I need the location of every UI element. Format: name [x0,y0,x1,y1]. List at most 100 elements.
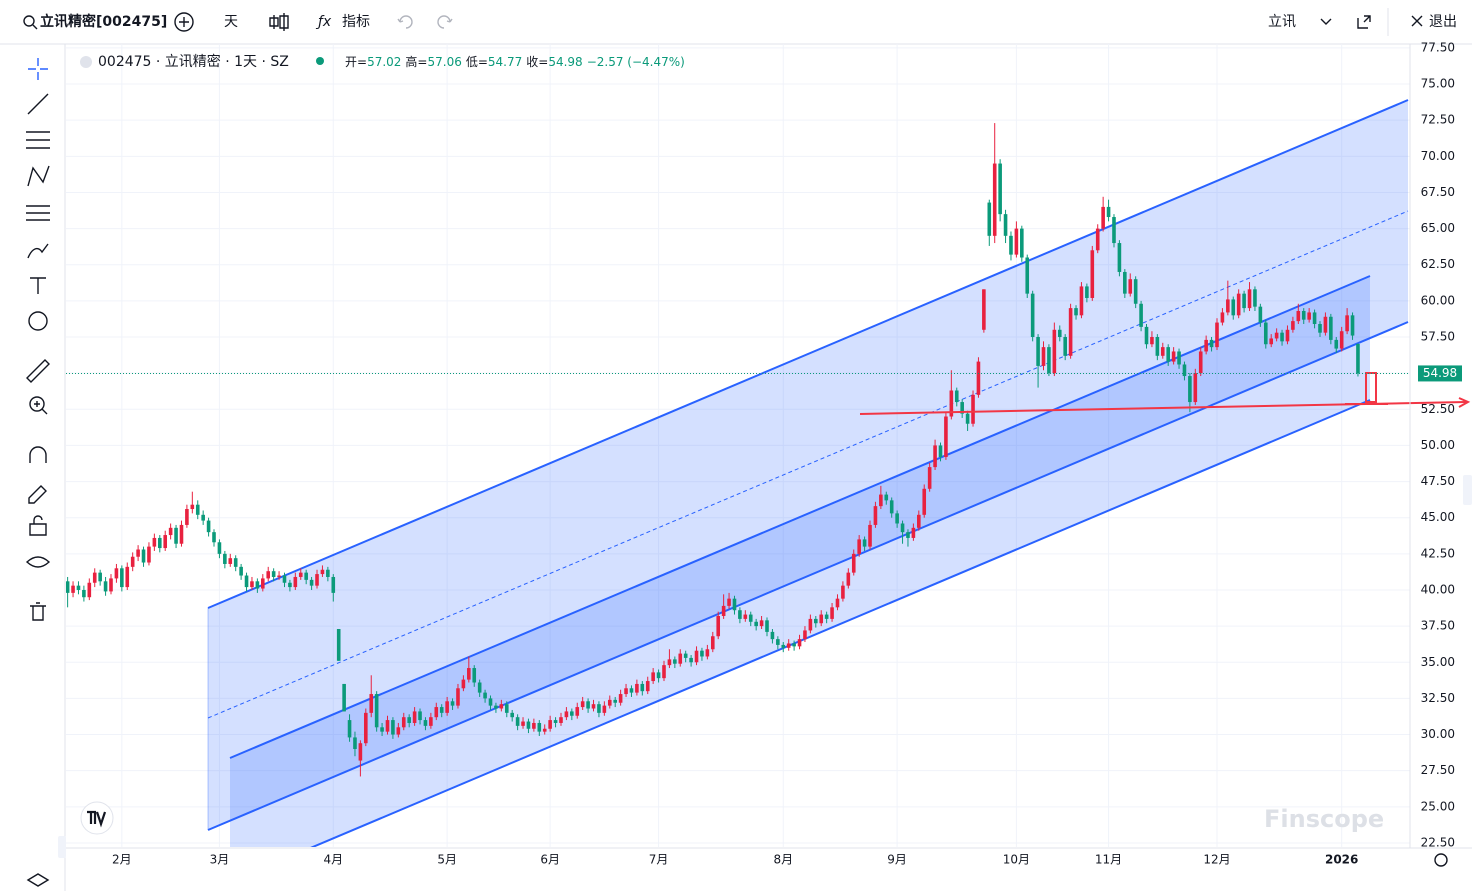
candle-body [347,720,352,738]
fib-tool[interactable] [26,131,50,149]
brush-tool[interactable] [27,243,49,259]
collapse-tab[interactable] [58,836,66,858]
candle-body [396,727,401,735]
candle-body [846,572,851,586]
candle-body [1155,337,1160,356]
add-symbol-plus [179,17,189,27]
magnet-tool[interactable] [29,446,47,463]
open-value: 57.02 [367,55,401,69]
y-tick-label: 27.50 [1421,763,1455,777]
channel-fill [230,276,1370,847]
add-symbol[interactable] [174,12,194,32]
candle-body [1166,347,1170,362]
text-tool[interactable] [30,277,46,294]
candle-body [1014,228,1019,255]
candle-body [98,572,102,582]
expand-tab[interactable] [1463,475,1472,505]
undo[interactable] [397,15,413,29]
lock-tool[interactable] [29,515,47,536]
candle-body [407,717,411,723]
candle-body [954,390,959,403]
y-tick-label: 67.50 [1421,185,1455,199]
account-dropdown[interactable] [1320,18,1332,25]
candle-body [483,692,487,699]
candle-body [315,574,319,586]
search-icon[interactable] [23,15,35,27]
candle-body [559,717,563,723]
exit[interactable]: 退出 [1429,14,1457,30]
ruler-tool[interactable] [26,359,50,383]
candle-body [976,361,981,395]
candle-body [1177,351,1181,365]
candle-body [971,394,975,424]
candle-body [564,711,569,718]
candle-body [895,513,899,524]
candle-body [1296,310,1301,322]
candle-body [1339,331,1344,349]
exit-icon[interactable] [1411,15,1423,27]
candle-body [298,572,303,577]
candle-body [770,631,775,640]
candle-body [662,665,666,679]
y-tick-label: 62.50 [1421,257,1455,271]
indicators[interactable]: 指标 [342,14,370,30]
candle-body [336,629,341,661]
y-tick-label: 77.50 [1421,40,1455,54]
candle-body [157,537,162,549]
high-value: 57.06 [427,55,461,69]
symbol-logo [80,56,92,68]
candle-body [776,639,780,645]
candle-body [228,558,233,564]
emoji-tool[interactable] [28,311,48,331]
candle-body [1204,339,1208,352]
fx-icon[interactable]: ƒx [315,14,332,30]
label: 低= [466,55,488,69]
trend-line-tool[interactable] [27,93,49,115]
candle-body [678,653,683,664]
tv-logo[interactable] [80,801,114,835]
delete-tool[interactable] [30,602,46,621]
candle-body [521,721,525,726]
low-value: 54.77 [488,55,522,69]
visibility-tool[interactable] [25,556,51,568]
symbol[interactable]: 立讯精密[002475] [40,13,167,30]
layers-icon[interactable] [26,873,50,887]
label: 开= [345,55,367,69]
chart-type-icon[interactable] [269,13,289,31]
candle-body [434,707,439,718]
candle-body [1318,324,1322,333]
candle-body [1253,289,1257,307]
candle-body [748,614,753,622]
crosshair-tool[interactable] [28,58,48,80]
candle-body [87,582,92,598]
candle-body [504,704,509,713]
candle-body [223,553,227,564]
candle-body [591,704,596,709]
candle-body [190,504,195,510]
candle-body [629,688,634,693]
candle-body [1003,214,1008,236]
fullscreen[interactable] [1357,15,1371,29]
last-price-box [1418,365,1462,382]
redo[interactable] [437,15,453,29]
candle-body [1090,250,1095,298]
candle-body [933,445,937,468]
settings-icon[interactable] [1434,853,1448,867]
candle-body [120,568,124,588]
top-toolbar: 立讯精密[002475] 天 ƒx 指标 立讯 退出 [0,8,1472,45]
candle-body [1269,338,1274,345]
interval[interactable]: 天 [224,14,238,30]
drawings [207,99,1409,847]
zoom-tool[interactable] [29,396,45,412]
candle-body [125,566,130,588]
projection-tool[interactable] [26,205,50,221]
candle-body [911,527,916,538]
candle-body [1079,286,1084,316]
pattern-tool[interactable] [27,165,50,187]
x-tick-label: 12月 [1203,853,1230,867]
lock-draw-tool[interactable] [28,485,47,504]
candle-body [1291,321,1295,330]
candle-body [1323,316,1328,333]
candle-body [195,504,200,515]
account[interactable]: 立讯 [1268,14,1296,30]
